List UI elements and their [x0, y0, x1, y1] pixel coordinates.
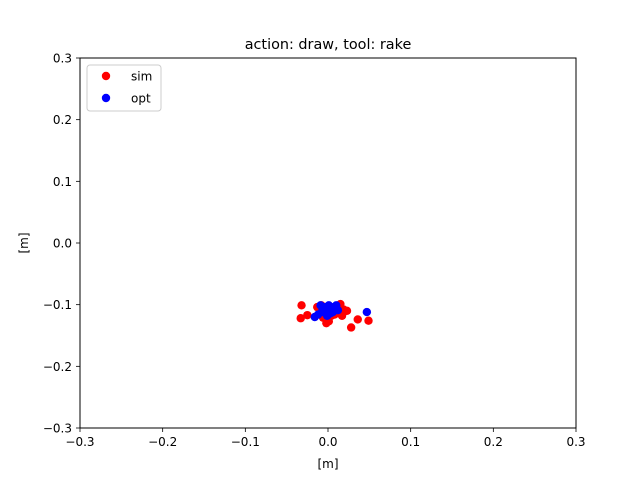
legend-sim-label: sim: [131, 70, 152, 84]
sim-point: [346, 323, 356, 332]
x-tick-label: 0.3: [566, 435, 585, 449]
opt-point: [320, 308, 329, 317]
y-tick-label: 0.3: [53, 52, 72, 66]
y-tick-label: 0.1: [53, 175, 72, 189]
sim-point: [303, 310, 312, 320]
y-tick-label: 0.0: [53, 237, 72, 251]
x-tick-label: −0.3: [65, 435, 94, 449]
legend-sim-marker: [101, 71, 111, 81]
x-tick-label: 0.0: [318, 435, 337, 449]
x-axis-label: [m]: [317, 457, 338, 471]
opt-point: [362, 307, 372, 317]
opt-point: [328, 307, 338, 317]
opt-point: [332, 301, 341, 310]
y-tick-label: −0.1: [43, 298, 72, 312]
opt-point: [316, 301, 325, 310]
y-tick-label: −0.2: [43, 360, 72, 374]
legend-opt-marker: [101, 93, 111, 103]
y-tick-label: 0.2: [53, 113, 72, 127]
x-tick-label: −0.2: [148, 435, 177, 449]
sim-point: [353, 315, 362, 324]
x-tick-label: 0.1: [401, 435, 420, 449]
y-tick-label: −0.3: [43, 422, 72, 436]
x-tick-label: 0.2: [484, 435, 503, 449]
axis-ticks: −0.3 −0.2 −0.1 0.0 0.1 0.2 0.3 −0.3 −0.2 −0.1 0.0 0…: [43, 52, 586, 450]
legend: sim opt: [86, 64, 162, 112]
sim-point: [297, 301, 306, 310]
chart-title: action: draw, tool: rake: [245, 37, 412, 53]
y-axis-label: [m]: [17, 232, 31, 253]
x-tick-label: −0.1: [231, 435, 260, 449]
legend-opt-label: opt: [131, 92, 151, 106]
sim-point: [296, 314, 305, 323]
sim-point: [364, 316, 373, 325]
